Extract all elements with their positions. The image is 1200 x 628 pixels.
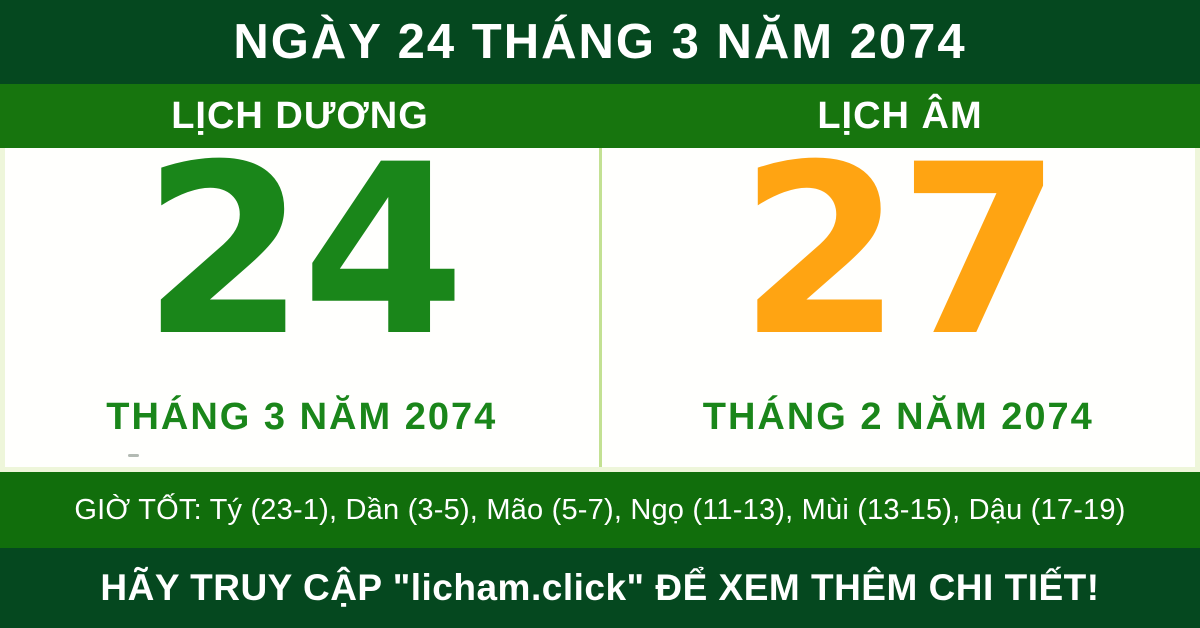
solar-calendar-header: LỊCH DƯƠNG (171, 94, 429, 137)
panel-divider (598, 148, 602, 467)
title-bar: NGÀY 24 THÁNG 3 NĂM 2074 (0, 0, 1200, 84)
lunar-day-number: 27 (738, 115, 1062, 388)
footer-text: HÃY TRUY CẬP "licham.click" ĐỂ XEM THÊM … (100, 567, 1100, 608)
lunar-calendar-header: LỊCH ÂM (817, 94, 983, 137)
footer-bar: HÃY TRUY CẬP "licham.click" ĐỂ XEM THÊM … (0, 548, 1200, 628)
good-hours-bar: GIỜ TỐT: Tý (23-1), Dần (3-5), Mão (5-7)… (0, 472, 1200, 548)
dash-artifact (128, 454, 139, 457)
solar-month-year: THÁNG 3 NĂM 2074 (106, 396, 498, 438)
lunar-month-year: THÁNG 2 NĂM 2074 (702, 396, 1094, 438)
calendar-panels: 24 THÁNG 3 NĂM 2074 27 THÁNG 2 NĂM 2074 (0, 115, 1200, 472)
good-hours-text: GIỜ TỐT: Tý (23-1), Dần (3-5), Mão (5-7)… (74, 493, 1126, 526)
lunar-panel: 27 THÁNG 2 NĂM 2074 (602, 115, 1196, 467)
solar-day-number: 24 (142, 115, 465, 388)
solar-panel: 24 THÁNG 3 NĂM 2074 (5, 115, 599, 467)
page-title: NGÀY 24 THÁNG 3 NĂM 2074 (233, 15, 967, 69)
column-headers: LỊCH DƯƠNG LỊCH ÂM (0, 84, 1200, 148)
